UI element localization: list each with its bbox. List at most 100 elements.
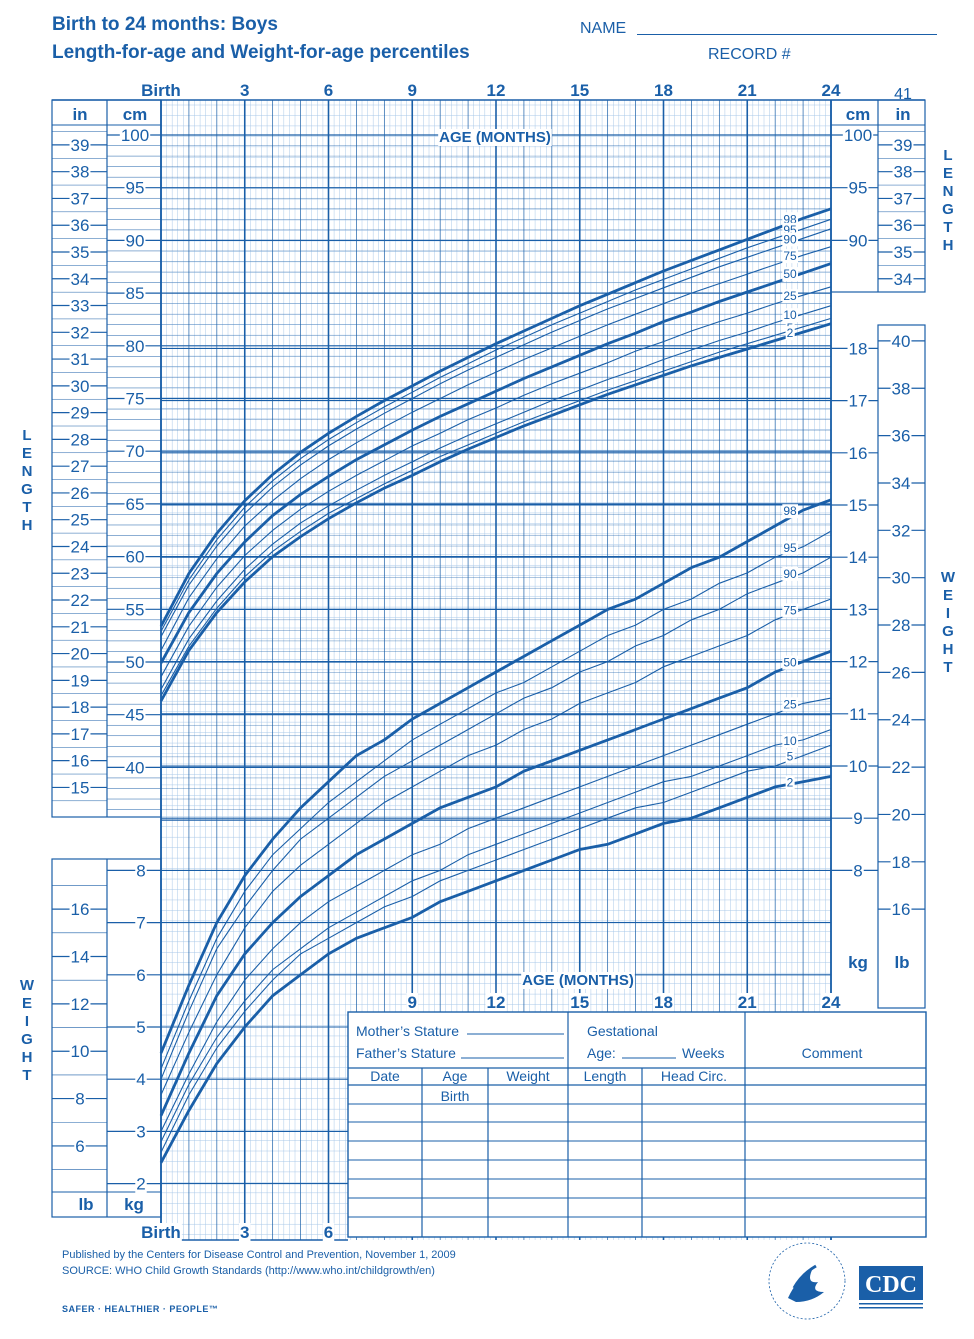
right-side-length-label: H <box>943 237 954 254</box>
length-cm-tick-label: 45 <box>126 706 145 725</box>
length-in-tick-label: 31 <box>71 350 90 369</box>
left-weight-kg-label: 8 <box>136 861 145 880</box>
right-weight-kg-label-bg <box>852 809 864 829</box>
right-weight-kg-label: 18 <box>849 339 868 358</box>
x-tick-label-top: Birth <box>141 81 181 100</box>
right-weight-kg-label: 11 <box>849 705 867 724</box>
length-in-tick-label: 27 <box>71 457 90 476</box>
table-column-header: Length <box>584 1068 627 1084</box>
x-axis-title-top-bg <box>438 129 552 146</box>
length-percentile-label: 2 <box>787 326 794 340</box>
weeks-label: Weeks <box>682 1045 725 1061</box>
length-cm-tick-label: 40 <box>126 758 145 777</box>
right-weight-lb-label: 40 <box>892 332 911 351</box>
left-weight-kg-label-bg <box>135 1070 147 1090</box>
length-in-tick-label: 35 <box>71 243 90 262</box>
length-in-tick-label: 20 <box>71 645 90 664</box>
right-weight-lb-label-bg <box>890 616 912 636</box>
weight-percentile-label: 2 <box>787 776 794 790</box>
weight-curve-p90 <box>160 556 832 1080</box>
weight-percentile-label-bg <box>782 540 798 555</box>
right-weight-kg-label: 13 <box>849 600 868 619</box>
first-row-age: Birth <box>441 1088 470 1104</box>
weight-percentile-label: 95 <box>783 541 797 555</box>
length-cm-tick-label-bg <box>124 653 146 672</box>
left-weight-lb-label: 12 <box>71 995 90 1014</box>
length-percentile-label: 98 <box>783 212 797 226</box>
length-curve-p2 <box>159 322 832 702</box>
right-side-weight-label: E <box>943 587 953 604</box>
length-in-tick-label: 38 <box>71 163 90 182</box>
weight-percentile-label-bg <box>782 566 798 581</box>
left-weight-lb-label-bg <box>74 1136 86 1156</box>
x-tick-label-bottom: Birth <box>141 1223 181 1242</box>
length-in-tick-label-bg <box>69 457 91 477</box>
x-axis-title-mid: AGE (MONTHS) <box>522 972 634 989</box>
length-cm-tick-label: 75 <box>126 390 145 409</box>
source-note: SOURCE: WHO Child Growth Standards (http… <box>62 1265 435 1277</box>
left-weight-lb-label: 6 <box>75 1137 84 1156</box>
weight-curve-p5 <box>160 744 832 1153</box>
right-kg-unit-label-bg <box>847 953 869 972</box>
weight-percentile-label-bg <box>782 603 798 618</box>
left-weight-kg-label-bg <box>135 965 147 985</box>
length-in-tick-label: 32 <box>71 323 90 342</box>
length-in-tick-label: 33 <box>71 297 90 316</box>
right-weight-lb-label: 24 <box>892 711 911 730</box>
length-cm-tick-label: 90 <box>126 231 145 250</box>
right-length-in-label: 38 <box>894 163 913 182</box>
length-cm-tick-label-bg <box>124 547 146 567</box>
length-percentile-label: 75 <box>783 249 797 263</box>
length-cm-tick-label-bg <box>124 494 146 514</box>
length-in-tick-label: 25 <box>71 511 90 530</box>
right-weight-kg-label: 12 <box>849 653 868 672</box>
left-side-weight-label: E <box>22 995 32 1012</box>
length-in-tick-label-bg <box>69 376 91 396</box>
length-in-tick-label-bg <box>69 591 91 611</box>
length-in-tick-label-bg <box>69 296 91 316</box>
left-side-weight-label: W <box>20 977 35 994</box>
right-length-cm-label-bg <box>847 178 869 198</box>
right-side-length-label: G <box>942 201 954 218</box>
length-in-tick-label-bg <box>69 564 91 584</box>
left-weight-kg-label-bg <box>135 1018 147 1037</box>
name-field[interactable] <box>637 22 937 35</box>
length-cm-tick-label: 85 <box>126 284 145 303</box>
left-side-weight-label: H <box>22 1049 33 1066</box>
length-in-tick-label: 21 <box>71 618 90 637</box>
length-in-tick-label: 39 <box>71 136 90 155</box>
weight-curve-p98 <box>159 498 832 1054</box>
length-in-tick-label: 28 <box>71 430 90 449</box>
length-cm-tick-label-bg <box>124 231 146 251</box>
weight-curve-p25 <box>160 697 832 1132</box>
x-tick-label-mid-bg <box>569 993 591 1012</box>
tagline: SAFER · HEALTHIER · PEOPLE™ <box>62 1304 219 1314</box>
right-weight-lb-label: 38 <box>892 379 911 398</box>
length-curve-p98 <box>159 207 832 627</box>
right-weight-lb-label: 30 <box>892 569 911 588</box>
length-percentile-label-bg <box>782 212 798 227</box>
right-weight-lb-label: 36 <box>892 427 911 446</box>
length-percentile-label: 90 <box>783 232 797 246</box>
x-tick-label-mid-bg <box>736 993 758 1012</box>
length-in-tick-label-bg <box>69 671 91 691</box>
length-in-tick-label-bg <box>69 162 91 182</box>
chart-title-line1: Birth to 24 months: Boys <box>52 14 278 35</box>
right-weight-kg-label: 9 <box>853 809 862 828</box>
gestational-label: Gestational <box>587 1023 658 1039</box>
length-in-tick-label-bg <box>69 242 91 262</box>
right-length-in-label-bg <box>892 242 914 262</box>
right-length-in-label-bg <box>892 269 914 289</box>
father-stature-label: Father’s Stature <box>356 1045 456 1061</box>
right-weight-kg-label: 10 <box>849 757 868 776</box>
x-tick-label-mid: 18 <box>654 993 673 1012</box>
left-side-weight-label: G <box>21 1031 33 1048</box>
right-side-length-label: L <box>943 147 952 164</box>
weight-percentile-label: 50 <box>783 656 797 670</box>
length-in-tick-label: 36 <box>71 216 90 235</box>
length-in-tick-label: 22 <box>71 591 90 610</box>
weight-percentile-label-bg <box>785 749 795 764</box>
right-weight-lb-label-bg <box>890 568 912 588</box>
length-percentile-label-bg <box>782 232 798 247</box>
right-weight-lb-label-bg <box>890 379 912 399</box>
